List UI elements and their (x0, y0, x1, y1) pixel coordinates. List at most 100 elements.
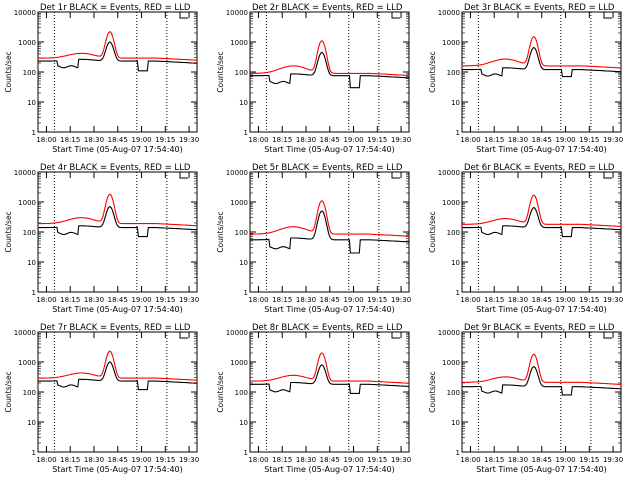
series-events-line (38, 41, 198, 72)
x-tick-label: 18:30 (296, 296, 316, 304)
y-tick-label: 10000 (438, 169, 460, 177)
y-axis-label: Counts/sec (4, 371, 13, 412)
y-tick-label: 10 (27, 419, 36, 427)
interval-marker (179, 172, 188, 179)
x-tick-label: 19:30 (391, 296, 411, 304)
x-tick-label: 19:30 (179, 456, 199, 464)
y-axis-label: Counts/sec (4, 211, 13, 252)
x-tick-label: 18:45 (532, 456, 552, 464)
x-tick-label: 19:15 (579, 296, 599, 304)
panel-title: Det 1r BLACK = Events, RED = LLD (40, 3, 191, 13)
series-lld-line (38, 350, 197, 381)
series-events-line (250, 51, 410, 89)
interval-marker (179, 12, 188, 19)
y-tick-label: 1 (244, 289, 248, 297)
panel-det-3r: Det 3r BLACK = Events, RED = LLD 1 10 100 10… (428, 3, 623, 154)
x-tick-label: 18:45 (320, 136, 340, 144)
x-tick-label: 19:30 (391, 136, 411, 144)
series-lld-line (250, 200, 409, 237)
plot-frame (461, 11, 622, 133)
plot-frame (461, 331, 622, 453)
panel-title: Det 2r BLACK = Events, RED = LLD (252, 3, 403, 13)
series-lld-line (462, 36, 622, 69)
x-tick-label: 18:00 (460, 296, 480, 304)
x-tick-label: 19:30 (179, 296, 199, 304)
y-tick-label: 1000 (230, 199, 248, 207)
x-tick-label: 18:45 (320, 456, 340, 464)
x-tick-label: 19:15 (155, 136, 175, 144)
plot-frame (37, 331, 198, 453)
interval-marker (391, 332, 400, 339)
panel-det-5r: Det 5r BLACK = Events, RED = LLD 1 10 100 10… (216, 163, 411, 314)
x-tick-label: 18:30 (84, 456, 104, 464)
x-tick-label: 18:30 (84, 136, 104, 144)
x-axis-label: Start Time (05-Aug-07 17:54:40) (264, 145, 395, 154)
y-tick-label: 100 (23, 69, 36, 77)
series-lld-line (250, 40, 410, 77)
y-tick-label: 10 (27, 259, 36, 267)
x-tick-label: 19:00 (343, 296, 363, 304)
x-tick-label: 18:15 (272, 136, 292, 144)
panel-title: Det 5r BLACK = Events, RED = LLD (252, 163, 403, 173)
x-tick-label: 18:45 (320, 296, 340, 304)
y-tick-label: 10 (239, 419, 248, 427)
y-tick-label: 10000 (438, 329, 460, 337)
series-events-line (462, 366, 621, 396)
y-axis-label: Counts/sec (216, 211, 225, 252)
x-tick-label: 18:45 (532, 296, 552, 304)
x-tick-label: 19:30 (603, 296, 623, 304)
x-axis-label: Start Time (05-Aug-07 17:54:40) (476, 305, 607, 314)
y-tick-label: 1000 (230, 39, 248, 47)
y-tick-label: 100 (235, 389, 248, 397)
panel-det-9r: Det 9r BLACK = Events, RED = LLD 1 10 100 10… (428, 323, 623, 474)
x-tick-label: 18:45 (532, 136, 552, 144)
y-axis-label: Counts/sec (428, 211, 437, 252)
panel-det-6r: Det 6r BLACK = Events, RED = LLD 1 10 100 10… (428, 163, 623, 314)
y-axis-label: Counts/sec (216, 51, 225, 92)
x-tick-label: 19:15 (155, 456, 175, 464)
x-tick-label: 18:00 (36, 456, 56, 464)
y-axis-label: Counts/sec (4, 51, 13, 92)
y-tick-label: 10000 (226, 329, 248, 337)
y-tick-label: 100 (235, 69, 248, 77)
x-tick-label: 19:00 (555, 296, 575, 304)
y-tick-label: 1 (32, 129, 36, 137)
panel-title: Det 9r BLACK = Events, RED = LLD (464, 323, 615, 333)
x-tick-label: 19:00 (343, 136, 363, 144)
y-tick-label: 1 (456, 289, 460, 297)
x-tick-label: 18:30 (508, 456, 528, 464)
y-tick-label: 100 (23, 389, 36, 397)
x-axis-label: Start Time (05-Aug-07 17:54:40) (264, 465, 395, 474)
panel-title: Det 7r BLACK = Events, RED = LLD (40, 323, 191, 333)
y-tick-label: 10 (239, 99, 248, 107)
interval-marker (391, 12, 400, 19)
series-lld-line (250, 352, 410, 384)
plot-frame (461, 171, 622, 293)
y-tick-label: 1 (456, 129, 460, 137)
panel-title: Det 3r BLACK = Events, RED = LLD (464, 3, 615, 13)
series-events-line (250, 210, 410, 254)
y-tick-label: 10 (27, 99, 36, 107)
panel-title: Det 8r BLACK = Events, RED = LLD (252, 323, 403, 333)
y-tick-label: 1 (32, 289, 36, 297)
x-tick-label: 19:00 (343, 456, 363, 464)
series-lld-line (38, 31, 197, 61)
x-tick-label: 18:15 (60, 456, 80, 464)
plot-frame (37, 171, 198, 293)
x-tick-label: 18:00 (36, 296, 56, 304)
x-axis-label: Start Time (05-Aug-07 17:54:40) (52, 465, 183, 474)
x-tick-label: 18:00 (248, 136, 268, 144)
x-axis-label: Start Time (05-Aug-07 17:54:40) (52, 145, 183, 154)
y-tick-label: 100 (447, 229, 460, 237)
x-tick-label: 18:30 (508, 296, 528, 304)
x-tick-label: 19:30 (603, 136, 623, 144)
y-axis-label: Counts/sec (428, 371, 437, 412)
y-tick-label: 1 (244, 449, 248, 457)
x-tick-label: 19:00 (555, 136, 575, 144)
x-tick-label: 18:45 (108, 136, 128, 144)
x-tick-label: 18:00 (248, 456, 268, 464)
panel-det-4r: Det 4r BLACK = Events, RED = LLD 1 10 100 10… (4, 163, 199, 314)
y-tick-label: 10000 (14, 329, 36, 337)
series-events-line (38, 361, 198, 391)
x-tick-label: 19:00 (131, 136, 151, 144)
